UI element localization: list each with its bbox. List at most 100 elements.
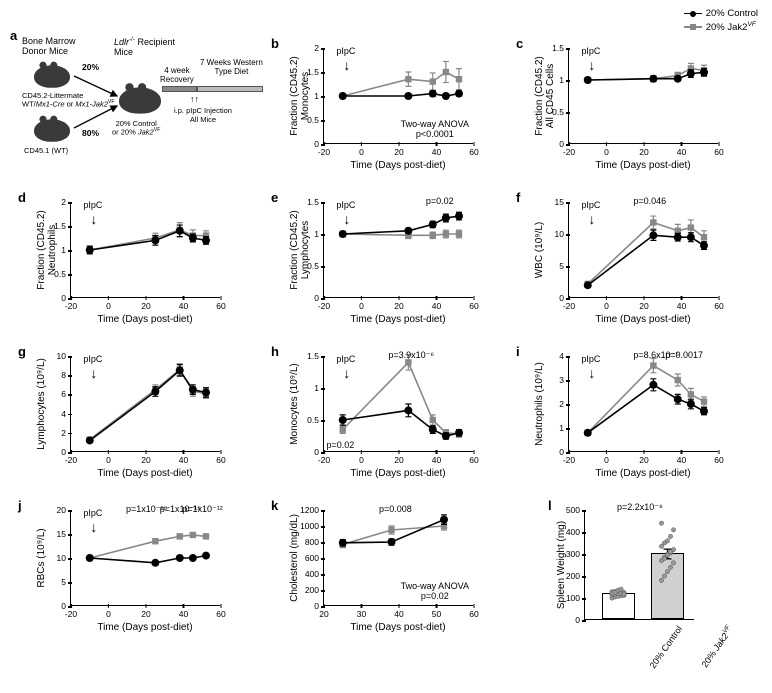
pipc-label: pIpC [581,46,600,56]
panel-b: b00.511.52-200204060pIpC↓Two-way ANOVA p… [323,48,473,144]
xtick: 40 [432,143,441,157]
xtick: 0 [359,297,364,311]
ytick: 400 [305,569,324,579]
pipc-label: pIpC [83,508,102,518]
pipc-label: pIpC [336,200,355,210]
pipc-arrow: ↓ [588,212,595,226]
panel-h-label: h [271,344,279,359]
pipc-arrow: ↓ [588,366,595,380]
stat-text: Two-way ANOVA p<0.0001 [401,119,469,139]
xtick: 0 [604,451,609,465]
xtick: 60 [469,605,478,619]
ytick: 1 [314,229,324,239]
panel-d: d00.511.52-200204060pIpC↓Fraction (CD45.… [70,202,220,298]
stat-text: Two-way ANOVA p=0.02 [401,581,469,601]
chart-area: 051015-200204060pIpC↓p=0.046 [568,202,718,298]
pval: p=0.046 [633,196,666,206]
xtick: -20 [318,451,330,465]
xtick: 60 [714,451,723,465]
pipc-label: pIpC [336,46,355,56]
panel-b-label: b [271,36,279,51]
ytick: 15 [57,529,71,539]
xtick: 60 [714,297,723,311]
xlabel: Time (Days post-diet) [323,314,473,325]
panel-a: Bone Marrow Donor Mice Ldlr-/- Recipient… [22,36,268,176]
panel-h: h00.511.5-200204060pIpC↓p=0.02p=3.9x10⁻⁶… [323,356,473,452]
panel-e-label: e [271,190,278,205]
panel-j-label: j [18,498,22,513]
timeline-recovery: 4 week Recovery [160,66,194,84]
chart-area: 05101520-200204060pIpC↓p=1x10⁻¹⁵p=1x10⁻¹… [70,510,220,606]
xlabel: Time (Days post-diet) [568,314,718,325]
xtick: 20 [639,451,648,465]
xtick: 20 [394,297,403,311]
panel-c-label: c [516,36,523,51]
xlabel: Time (Days post-diet) [568,160,718,171]
pval: p=0.008 [379,504,412,514]
xtick: 0 [604,143,609,157]
pct20-label: 20% [82,62,99,72]
chart-area: 0200400600800100012002030405060Two-way A… [323,510,473,606]
xtick: 50 [432,605,441,619]
xtick-label: 20% Jak2VF [690,624,735,681]
xlabel: Time (Days post-diet) [70,622,220,633]
legend-jak2: 20% Jak2VF [684,21,758,33]
pipc-label: pIpC [83,354,102,364]
ylabel: Cholesterol (mg/dL) [289,510,300,606]
ylabel: WBC (10⁹/L) [534,202,545,298]
chart-area: 00.511.5-200204060pIpC↓ [568,48,718,144]
xtick: -20 [563,143,575,157]
xtick: 20 [394,451,403,465]
xtick: 60 [216,451,225,465]
figure-legend: 20% Control 20% Jak2VF [684,8,758,35]
xtick: 40 [179,605,188,619]
ytick: 5 [61,577,71,587]
pipc-arrow: ↓ [343,58,350,72]
panel-k-label: k [271,498,278,513]
ytick: 1200 [300,505,324,515]
ytick: 300 [566,549,585,559]
xlabel: Time (Days post-diet) [323,160,473,171]
ytick: 6 [61,389,71,399]
ytick: 4 [61,409,71,419]
ytick: 4 [559,351,569,361]
xlabel: Time (Days post-diet) [568,468,718,479]
ytick: 3 [559,375,569,385]
ylabel: Fraction (CD45.2)Neutrophils [36,202,58,298]
xlabel: Time (Days post-diet) [70,314,220,325]
xtick: 20 [141,605,150,619]
xtick: 20 [141,297,150,311]
xtick: 30 [357,605,366,619]
ylabel: Fraction (CD45.2)Monocytes [289,48,311,144]
ytick: 5 [559,261,569,271]
legend-control-label: 20% Control [706,8,758,19]
xtick: -20 [65,297,77,311]
bar-overlay [585,510,695,620]
xtick: 60 [216,605,225,619]
timeline-diet: 7 Weeks Western Type Diet [200,58,263,76]
timeline-bar-diet [197,86,263,92]
ytick: 200 [305,585,324,595]
xtick: 40 [432,451,441,465]
panel-e: e00.511.5-200204060pIpC↓p=0.02Fraction (… [323,202,473,298]
ytick: 1 [559,423,569,433]
ytick: 10 [555,229,569,239]
ytick: 1 [559,75,569,85]
pval: p=0.0017 [665,350,703,360]
xtick: 20 [639,297,648,311]
xtick: 20 [394,143,403,157]
pval: p=2.2x10⁻⁸ [617,502,663,513]
ytick: 2 [559,399,569,409]
ytick: 600 [305,553,324,563]
xtick: 40 [394,605,403,619]
ytick: 10 [57,553,71,563]
xtick: 40 [432,297,441,311]
pipc-arrow: ↓ [90,212,97,226]
xtick: 60 [469,143,478,157]
chart-area: 01234-200204060pIpC↓p=8.6x10⁻⁵p=0.0017 [568,356,718,452]
ytick: 1.5 [307,351,324,361]
chart-area: 0246810-200204060pIpC↓ [70,356,220,452]
panel-i-label: i [516,344,520,359]
pval: p=1x10⁻¹² [182,504,223,515]
xtick: 40 [677,143,686,157]
